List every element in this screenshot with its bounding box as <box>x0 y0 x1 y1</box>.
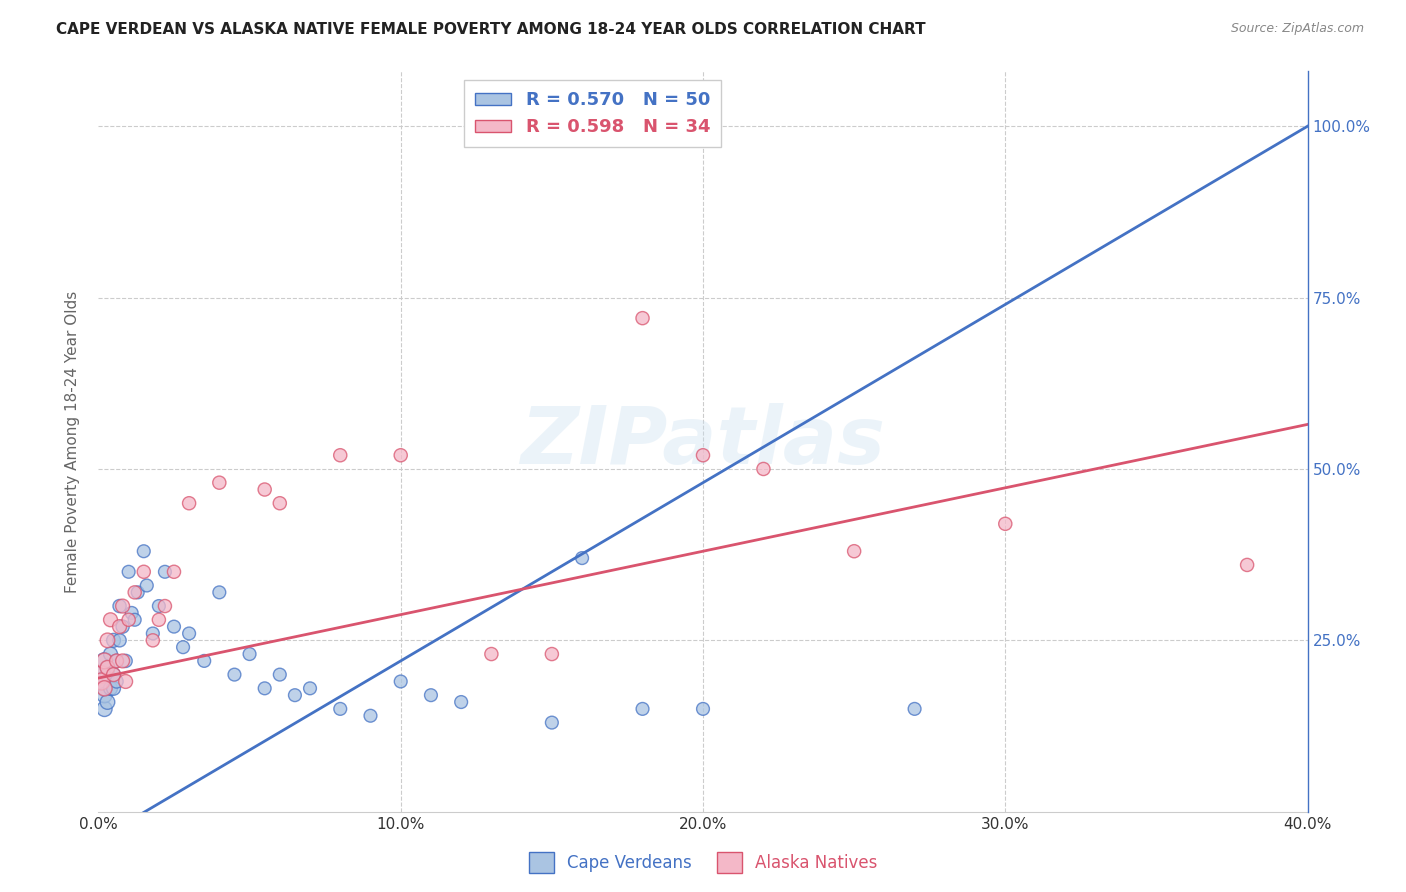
Point <box>389 674 412 689</box>
Point <box>420 688 443 702</box>
Point <box>93 681 115 696</box>
Point <box>105 654 128 668</box>
Point <box>153 565 176 579</box>
Point <box>179 496 201 510</box>
Point <box>1236 558 1258 572</box>
Point <box>118 565 141 579</box>
Point <box>96 695 118 709</box>
Point <box>135 578 157 592</box>
Point <box>540 715 562 730</box>
Point <box>752 462 775 476</box>
Y-axis label: Female Poverty Among 18-24 Year Olds: Female Poverty Among 18-24 Year Olds <box>65 291 80 592</box>
Point <box>193 654 215 668</box>
Point <box>132 565 155 579</box>
Point <box>100 613 122 627</box>
Point <box>103 667 125 681</box>
Point <box>540 647 562 661</box>
Point <box>208 475 231 490</box>
Point <box>450 695 472 709</box>
Point <box>108 599 131 613</box>
Point <box>389 448 412 462</box>
Point <box>111 599 134 613</box>
Legend: R = 0.570   N = 50, R = 0.598   N = 34: R = 0.570 N = 50, R = 0.598 N = 34 <box>464 80 721 147</box>
Point <box>163 565 186 579</box>
Text: ZIPatlas: ZIPatlas <box>520 402 886 481</box>
Point <box>329 702 352 716</box>
Point <box>105 654 128 668</box>
Point <box>108 633 131 648</box>
Point <box>90 667 112 681</box>
Point <box>142 626 165 640</box>
Point <box>631 311 654 326</box>
Point <box>253 483 276 497</box>
Point <box>93 654 115 668</box>
Point <box>153 599 176 613</box>
Point <box>127 585 149 599</box>
Point <box>93 681 115 696</box>
Point <box>103 633 125 648</box>
Point <box>994 516 1017 531</box>
Point <box>148 613 170 627</box>
Point <box>114 674 136 689</box>
Point <box>253 681 276 696</box>
Point <box>692 702 714 716</box>
Point <box>93 688 115 702</box>
Point <box>90 674 112 689</box>
Point <box>329 448 352 462</box>
Point <box>224 667 246 681</box>
Point <box>118 613 141 627</box>
Point <box>111 654 134 668</box>
Point <box>172 640 194 655</box>
Point <box>96 667 118 681</box>
Point <box>121 606 143 620</box>
Point <box>111 619 134 633</box>
Point <box>148 599 170 613</box>
Text: CAPE VERDEAN VS ALASKA NATIVE FEMALE POVERTY AMONG 18-24 YEAR OLDS CORRELATION C: CAPE VERDEAN VS ALASKA NATIVE FEMALE POV… <box>56 22 927 37</box>
Point <box>105 674 128 689</box>
Point <box>284 688 307 702</box>
Point <box>269 496 291 510</box>
Point <box>90 667 112 681</box>
Text: Source: ZipAtlas.com: Source: ZipAtlas.com <box>1230 22 1364 36</box>
Point <box>124 613 146 627</box>
Point <box>299 681 322 696</box>
Point <box>100 647 122 661</box>
Legend: Cape Verdeans, Alaska Natives: Cape Verdeans, Alaska Natives <box>522 846 884 880</box>
Point <box>481 647 503 661</box>
Point <box>108 619 131 633</box>
Point <box>360 708 382 723</box>
Point <box>142 633 165 648</box>
Point <box>631 702 654 716</box>
Point <box>844 544 866 558</box>
Point <box>90 674 112 689</box>
Point <box>904 702 927 716</box>
Point <box>96 661 118 675</box>
Point <box>103 667 125 681</box>
Point <box>571 551 593 566</box>
Point <box>239 647 262 661</box>
Point <box>208 585 231 599</box>
Point <box>124 585 146 599</box>
Point <box>96 661 118 675</box>
Point <box>269 667 291 681</box>
Point <box>100 681 122 696</box>
Point <box>93 654 115 668</box>
Point <box>103 681 125 696</box>
Point <box>96 633 118 648</box>
Point <box>114 654 136 668</box>
Point <box>179 626 201 640</box>
Point <box>132 544 155 558</box>
Point <box>163 619 186 633</box>
Point <box>692 448 714 462</box>
Point <box>93 702 115 716</box>
